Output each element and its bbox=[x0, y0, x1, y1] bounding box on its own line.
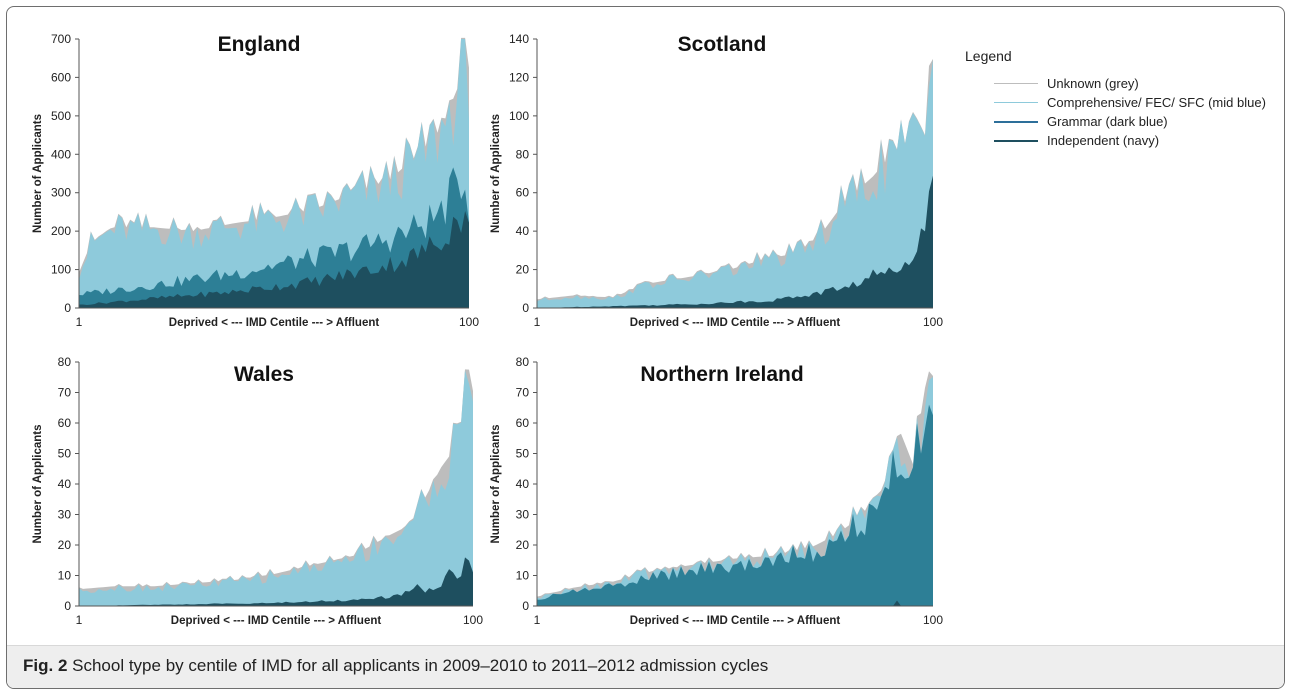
legend-label-grammar: Grammar (dark blue) bbox=[1047, 114, 1168, 129]
legend-swatch-independent bbox=[994, 140, 1038, 142]
england-y-axis-label: Number of Applicants bbox=[32, 114, 44, 233]
england-y-tick-label: 400 bbox=[51, 147, 71, 161]
england-chart-title: England bbox=[218, 33, 301, 56]
northern-ireland-x-tick-label: 1 bbox=[534, 613, 541, 627]
scotland-y-tick-label: 100 bbox=[509, 109, 529, 123]
scotland-y-tick-label: 20 bbox=[516, 263, 530, 277]
england-y-tick-label: 600 bbox=[51, 70, 71, 84]
scotland-y-tick-label: 40 bbox=[516, 224, 530, 238]
wales-y-tick-label: 70 bbox=[58, 386, 72, 400]
scotland-x-tick-label: 1 bbox=[534, 315, 541, 329]
northern-ireland-y-tick-label: 0 bbox=[522, 599, 529, 613]
legend-swatch-grammar bbox=[994, 121, 1038, 123]
wales-y-axis-label: Number of Applicants bbox=[32, 424, 44, 543]
northern-ireland-x-axis-label: Deprived < --- IMD Centile --- > Affluen… bbox=[630, 615, 841, 627]
northern-ireland-y-tick-label: 70 bbox=[516, 386, 530, 400]
northern-ireland-y-tick-label: 80 bbox=[516, 355, 530, 369]
scotland-y-tick-label: 120 bbox=[509, 70, 529, 84]
scotland-x-axis-label: Deprived < --- IMD Centile --- > Affluen… bbox=[630, 317, 841, 329]
scotland-plot-area bbox=[537, 58, 933, 309]
figure-caption-bar: Fig. 2 School type by centile of IMD for… bbox=[7, 645, 1284, 688]
northern-ireland-y-tick-label: 10 bbox=[516, 569, 530, 583]
england-y-tick-label: 100 bbox=[51, 263, 71, 277]
scotland-y-tick-label: 80 bbox=[516, 147, 530, 161]
legend-item-independent: Independent (navy) bbox=[953, 133, 1284, 149]
wales-y-tick-label: 60 bbox=[58, 416, 72, 430]
wales-y-tick-label: 10 bbox=[58, 569, 72, 583]
northern-ireland-chart-title: Northern Ireland bbox=[640, 363, 803, 386]
england-series-grammar bbox=[79, 167, 469, 308]
england-y-tick-label: 200 bbox=[51, 224, 71, 238]
england-x-tick-label: 100 bbox=[459, 315, 479, 329]
wales-y-tick-label: 40 bbox=[58, 477, 72, 491]
wales-y-tick-label: 50 bbox=[58, 447, 72, 461]
wales-y-tick-label: 30 bbox=[58, 508, 72, 522]
wales-series-comprehensive bbox=[79, 370, 473, 606]
wales-chart-title: Wales bbox=[234, 363, 294, 386]
scotland-y-tick-label: 0 bbox=[522, 301, 529, 315]
england-series-independent bbox=[79, 211, 469, 308]
legend-swatch-comprehensive bbox=[994, 102, 1038, 103]
england-plot-area bbox=[79, 37, 469, 309]
northern-ireland-y-tick-label: 40 bbox=[516, 477, 530, 491]
chart-panel-england: 0 100 200 300 400 500 600 700 1 100 Deprived < ---… bbox=[32, 32, 479, 329]
legend-title: Legend bbox=[965, 48, 1012, 64]
wales-series-independent bbox=[79, 557, 473, 606]
england-series-comprehensive bbox=[79, 39, 469, 308]
northern-ireland-y-tick-label: 20 bbox=[516, 538, 530, 552]
scotland-series-independent bbox=[537, 175, 933, 308]
figure-caption: Fig. 2 School type by centile of IMD for… bbox=[23, 656, 768, 676]
northern-ireland-y-tick-label: 60 bbox=[516, 416, 530, 430]
legend-item-comprehensive: Comprehensive/ FEC/ SFC (mid blue) bbox=[953, 95, 1284, 111]
wales-y-tick-label: 80 bbox=[58, 355, 72, 369]
scotland-y-tick-label: 60 bbox=[516, 186, 530, 200]
legend-label-unknown: Unknown (grey) bbox=[1047, 76, 1139, 91]
northern-ireland-series-grammar bbox=[537, 404, 933, 606]
wales-y-tick-label: 20 bbox=[58, 538, 72, 552]
northern-ireland-y-axis-label: Number of Applicants bbox=[490, 424, 502, 543]
scotland-chart-title: Scotland bbox=[678, 33, 767, 56]
legend-label-independent: Independent (navy) bbox=[1047, 133, 1160, 148]
england-x-tick-label: 1 bbox=[76, 315, 83, 329]
scotland-series-comprehensive bbox=[537, 60, 933, 308]
legend-swatch-unknown bbox=[994, 83, 1038, 84]
england-y-tick-label: 0 bbox=[64, 301, 71, 315]
northern-ireland-x-tick-label: 100 bbox=[923, 613, 943, 627]
figure-frame: 0 100 200 300 400 500 600 700 1 100 Deprived < ---… bbox=[6, 6, 1285, 689]
scotland-y-tick-label: 140 bbox=[509, 32, 529, 46]
scotland-x-tick-label: 100 bbox=[923, 315, 943, 329]
england-y-tick-label: 500 bbox=[51, 109, 71, 123]
legend-item-grammar: Grammar (dark blue) bbox=[953, 114, 1284, 130]
chart-panel-scotland: 0 20 40 60 80 100 120 140 1 100 Deprived < --- IMD… bbox=[490, 32, 943, 329]
northern-ireland-y-tick-label: 50 bbox=[516, 447, 530, 461]
wales-y-tick-label: 0 bbox=[64, 599, 71, 613]
wales-x-tick-label: 1 bbox=[76, 613, 83, 627]
chart-panel-northern-ireland: 0 10 20 30 40 50 60 70 80 1 100 Deprived < --- IMD … bbox=[490, 355, 943, 627]
northern-ireland-plot-area bbox=[537, 371, 933, 606]
england-x-axis-label: Deprived < --- IMD Centile --- > Affluen… bbox=[169, 317, 380, 329]
legend-item-unknown: Unknown (grey) bbox=[953, 76, 1284, 92]
england-y-tick-label: 700 bbox=[51, 32, 71, 46]
chart-panel-wales: 0 10 20 30 40 50 60 70 80 1 100 Deprived < --- IMD … bbox=[32, 355, 483, 627]
wales-x-tick-label: 100 bbox=[463, 613, 483, 627]
wales-plot-area bbox=[79, 369, 473, 606]
northern-ireland-y-tick-label: 30 bbox=[516, 508, 530, 522]
scotland-y-axis-label: Number of Applicants bbox=[490, 114, 502, 233]
wales-x-axis-label: Deprived < --- IMD Centile --- > Affluen… bbox=[171, 615, 382, 627]
figure-caption-label: Fig. 2 bbox=[23, 656, 68, 675]
figure-caption-text: School type by centile of IMD for all ap… bbox=[67, 656, 769, 675]
england-y-tick-label: 300 bbox=[51, 186, 71, 200]
legend-label-comprehensive: Comprehensive/ FEC/ SFC (mid blue) bbox=[1047, 95, 1266, 110]
